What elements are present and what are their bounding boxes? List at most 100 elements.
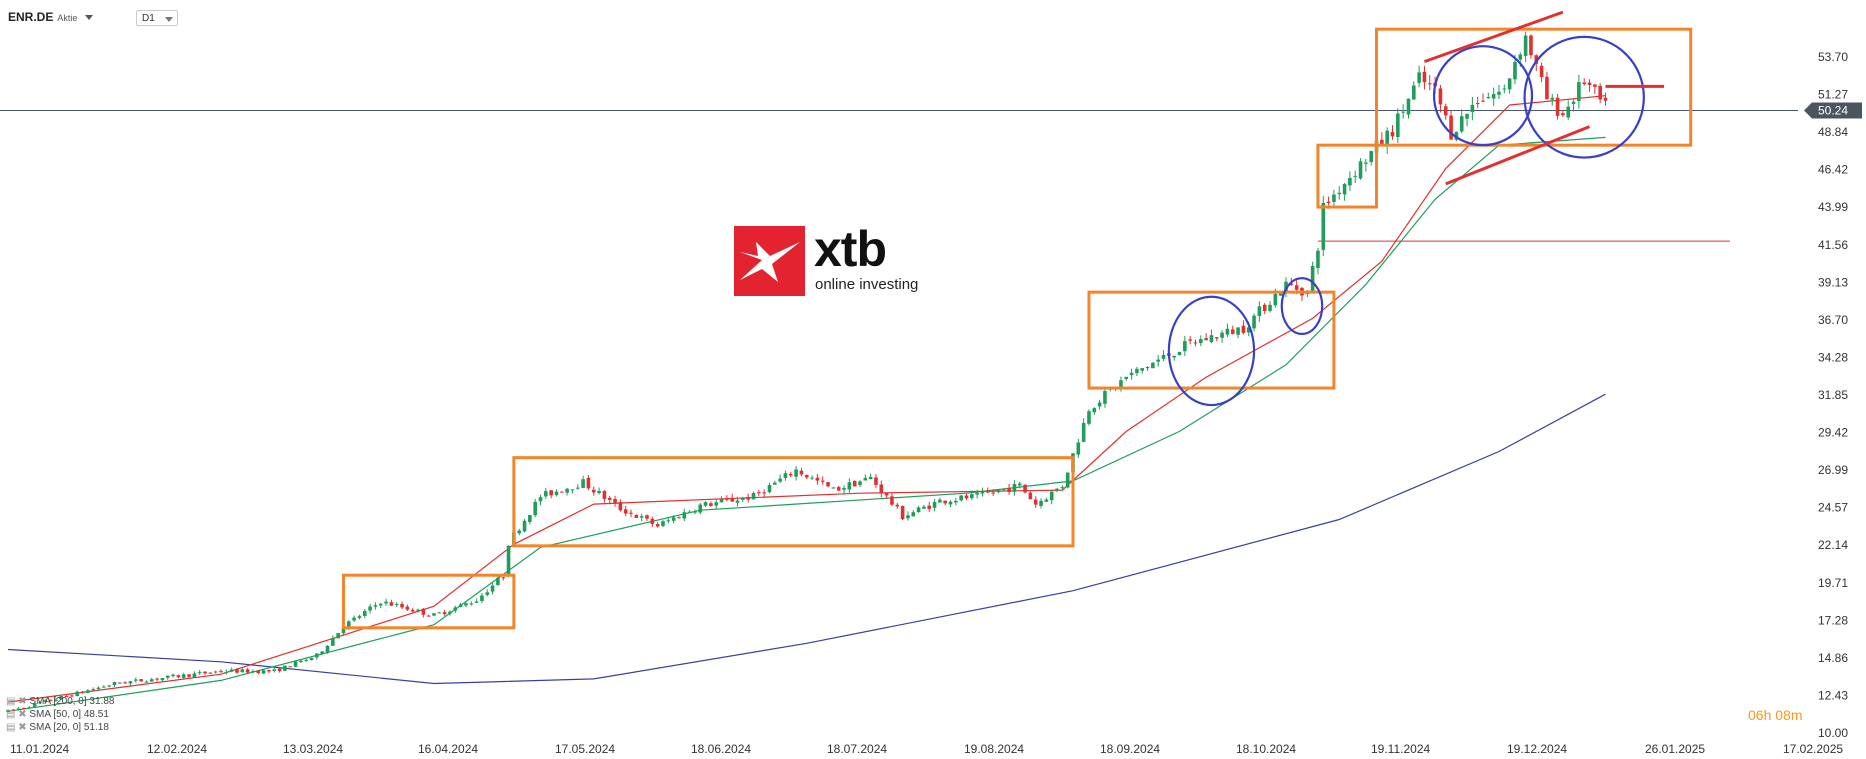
chevron-down-icon[interactable] <box>85 15 94 21</box>
candle-body <box>421 608 426 615</box>
candle-body <box>820 480 825 482</box>
candle-body <box>831 487 836 489</box>
price-tag <box>1804 102 1862 119</box>
candle-body <box>1294 285 1299 290</box>
candle-body <box>309 657 314 661</box>
candle-body <box>943 500 947 504</box>
y-tick-label: 41.56 <box>1818 238 1848 252</box>
candle-body <box>80 691 85 693</box>
candle-body <box>102 686 106 688</box>
candle-body <box>1380 139 1384 145</box>
candle-body <box>996 490 1001 493</box>
candle-body <box>16 708 21 710</box>
candle-body <box>43 700 48 702</box>
candle-body <box>1310 266 1315 292</box>
indicator-sma200[interactable]: ▤ ✖ SMA [200, 0] 31.88 <box>6 696 115 707</box>
timeframe-selector[interactable]: D1 <box>136 10 178 26</box>
candle-body <box>778 478 782 482</box>
candle-body <box>911 512 916 517</box>
candle-body <box>1417 72 1421 83</box>
candle-body <box>1348 177 1352 186</box>
candle-body <box>75 691 80 697</box>
candle-body <box>1230 329 1235 334</box>
x-tick-label: 19.12.2024 <box>1507 742 1567 756</box>
candle-body <box>394 604 399 606</box>
candle-body <box>1443 106 1448 116</box>
candle-body <box>1151 362 1155 369</box>
candle-body <box>352 617 356 621</box>
candle-body <box>123 682 127 684</box>
candle-body <box>1257 306 1262 316</box>
candle-body <box>347 621 351 628</box>
candle-body <box>1353 175 1358 177</box>
candle-body <box>560 491 564 493</box>
candle-countdown: 06h 08m <box>1748 707 1803 723</box>
candle-body <box>682 512 687 519</box>
candle-body <box>991 492 995 494</box>
candle-body <box>602 491 607 499</box>
candle-body <box>517 530 521 534</box>
candle-body <box>1081 422 1086 442</box>
candle-body <box>799 470 804 475</box>
candle-body <box>1507 78 1512 90</box>
candle-body <box>1252 315 1256 329</box>
candle-body <box>70 695 74 697</box>
indicator-sma50[interactable]: ▤ ✖ SMA [50, 0] 48.51 <box>6 709 109 720</box>
candle-body <box>538 497 543 502</box>
y-tick-label: 39.13 <box>1818 275 1848 289</box>
candle-body <box>1465 113 1469 119</box>
indicator-sma20[interactable]: ▤ ✖ SMA [20, 0] 51.18 <box>6 722 109 733</box>
candle-body <box>954 500 958 503</box>
candle-body <box>1012 484 1017 492</box>
candle-body <box>245 669 250 673</box>
symbol-selector[interactable]: ENR.DE Aktie <box>8 10 94 24</box>
candle-body <box>1273 293 1278 306</box>
candle-body <box>155 678 159 680</box>
candle-body <box>304 659 308 661</box>
range-box <box>1375 27 1693 147</box>
candle-body <box>1225 328 1230 335</box>
candle-body <box>544 491 548 497</box>
candle-body <box>139 679 143 682</box>
candle-body <box>1214 337 1219 339</box>
logo-x-icon <box>740 242 800 282</box>
candle-body <box>735 500 740 503</box>
candle-body <box>474 601 479 603</box>
candle-body <box>1023 484 1027 493</box>
candle-body <box>1470 104 1475 113</box>
candle-body <box>671 517 676 521</box>
x-tick-label: 11.01.2024 <box>10 742 69 756</box>
candle-body <box>410 609 415 612</box>
candle-body <box>496 577 500 586</box>
candle-body <box>528 515 532 522</box>
candle-body <box>160 677 165 681</box>
candle-body <box>315 653 319 658</box>
x-tick-label: 18.10.2024 <box>1236 742 1296 756</box>
candle-body <box>565 488 569 493</box>
candle-body <box>1129 372 1134 376</box>
candle-body <box>783 473 788 478</box>
timeframe-label: D1 <box>142 13 155 24</box>
y-tick-label: 43.99 <box>1818 200 1848 214</box>
candle-body <box>267 669 271 672</box>
x-tick-label: 13.03.2024 <box>283 742 343 756</box>
range-box <box>512 456 1075 548</box>
candle-body <box>490 585 495 592</box>
candle-body <box>331 638 335 646</box>
candle-body <box>416 609 420 611</box>
candle-body <box>836 487 841 491</box>
candle-body <box>22 707 26 709</box>
current-price-label: 50.24 <box>1818 104 1848 118</box>
candle-body <box>666 520 671 522</box>
y-tick-label: 36.70 <box>1818 313 1848 327</box>
candle-body <box>730 497 734 502</box>
candle-body <box>852 480 857 487</box>
candle-body <box>1289 283 1294 286</box>
candle-body <box>293 661 298 667</box>
candle-body <box>32 703 37 707</box>
candle-body <box>1577 82 1581 102</box>
candle-body <box>64 695 69 697</box>
candle-body <box>1039 500 1043 506</box>
channel-line <box>1445 125 1591 186</box>
